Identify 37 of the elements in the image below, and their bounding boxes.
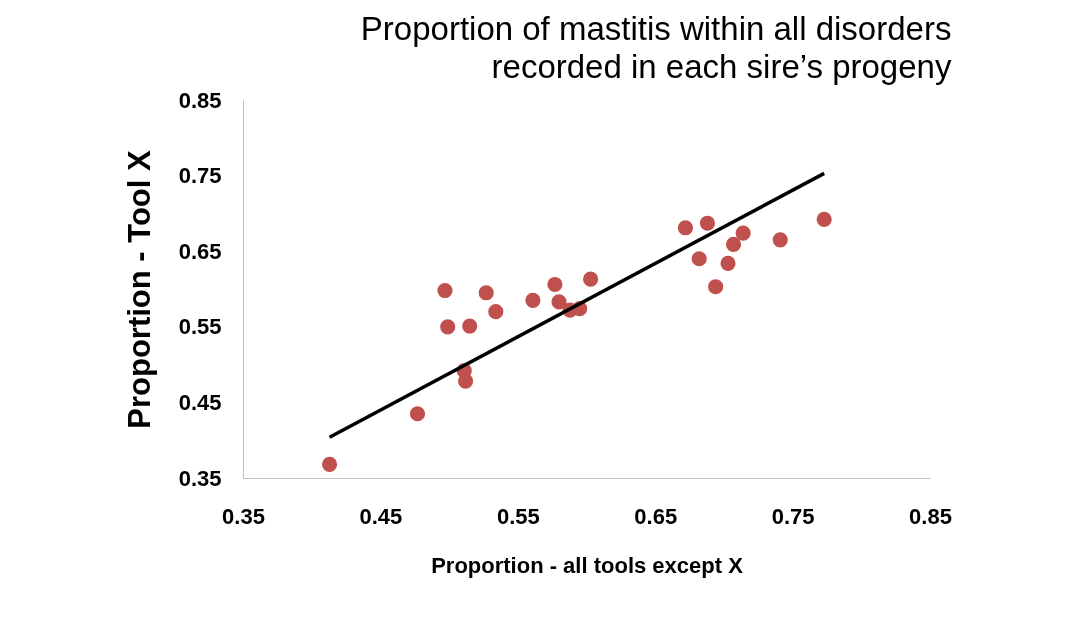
x-tick-label: 0.45 xyxy=(359,503,403,529)
point xyxy=(462,318,478,334)
text: recorded in each sire’s progeny xyxy=(491,48,952,85)
point xyxy=(458,373,474,389)
point xyxy=(735,225,751,241)
y-tick-label: 0.75 xyxy=(178,163,222,189)
x-tick-label: 0.55 xyxy=(496,503,540,529)
point xyxy=(321,456,338,472)
x-tick-label: 0.35 xyxy=(222,503,265,529)
point xyxy=(691,251,707,267)
point xyxy=(409,406,426,422)
x-tick-label: 0.85 xyxy=(909,503,952,529)
x-tick-label: 0.65 xyxy=(634,503,678,529)
point xyxy=(772,232,788,248)
y-axis-title: Proportion - Tool X xyxy=(121,149,157,429)
x-axis-title: Proportion - all tools except X xyxy=(431,552,744,578)
point xyxy=(440,319,456,335)
point xyxy=(488,304,504,320)
point xyxy=(720,255,736,271)
point xyxy=(437,282,453,299)
y-tick-label: 0.55 xyxy=(178,314,222,340)
text: Proportion of mastitis within all disorders xyxy=(360,10,952,47)
x-tick-label: 0.75 xyxy=(771,503,815,529)
point xyxy=(551,294,567,310)
point xyxy=(708,279,724,295)
y-tick-label: 0.35 xyxy=(178,465,222,491)
point xyxy=(677,220,694,236)
point xyxy=(525,292,541,308)
point xyxy=(699,215,715,231)
y-tick-label: 0.65 xyxy=(178,238,222,264)
point xyxy=(583,271,599,287)
point xyxy=(816,211,832,228)
y-tick-label: 0.85 xyxy=(178,87,222,113)
point xyxy=(478,285,494,301)
point xyxy=(547,276,563,293)
y-tick-label: 0.45 xyxy=(178,389,222,415)
point xyxy=(725,236,742,252)
